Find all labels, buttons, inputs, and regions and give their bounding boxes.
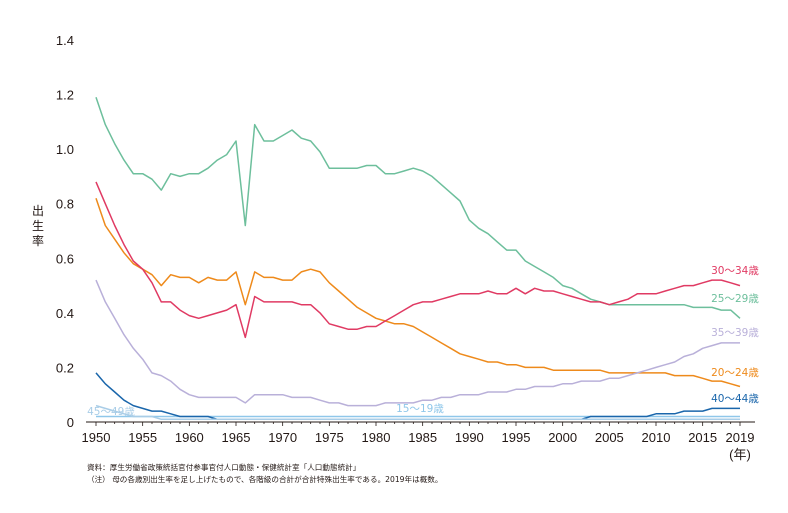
x-axis-unit: (年) bbox=[729, 447, 751, 462]
series-line bbox=[95, 279, 740, 407]
series-label: 20〜24歳 bbox=[711, 367, 759, 379]
y-tick-label: 1.4 bbox=[56, 33, 74, 48]
y-axis-label-char: 出 bbox=[32, 204, 44, 218]
footnote: （注） 母の各歳別出生率を足し上げたもので、各階級の合計が合計特殊出生率である。… bbox=[87, 475, 443, 484]
x-tick-label: 2015 bbox=[688, 430, 717, 445]
x-tick-label: 1985 bbox=[408, 430, 437, 445]
x-tick-label: 1995 bbox=[502, 430, 531, 445]
chart-notes: 資料：厚生労働省政策統括官付参事官付人口動態・保健統計室「人口動態統計」 （注）… bbox=[87, 462, 442, 486]
y-axis-label-char: 率 bbox=[32, 233, 44, 248]
y-tick-label: 0 bbox=[67, 415, 74, 430]
series-label: 15〜19歳 bbox=[396, 403, 444, 415]
axes: 1950 1955 1960 1965 1970 1975 1980 1985 1990 1995… bbox=[32, 33, 755, 462]
x-tick-label: 1965 bbox=[222, 430, 251, 445]
x-tick-label: 1975 bbox=[315, 430, 344, 445]
series-lines bbox=[95, 97, 741, 421]
series-line bbox=[95, 404, 740, 421]
source-note: 資料：厚生労働省政策統括官付参事官付人口動態・保健統計室「人口動態統計」 bbox=[87, 463, 361, 472]
x-tick-label: 2010 bbox=[642, 430, 671, 445]
y-tick-label: 1.2 bbox=[56, 88, 74, 103]
x-tick-label: 1990 bbox=[455, 430, 484, 445]
y-tick-label: 0.2 bbox=[56, 360, 74, 375]
x-tick-label: 2019 bbox=[726, 430, 755, 445]
series-line bbox=[95, 97, 741, 319]
y-tick-label: 0.6 bbox=[56, 251, 74, 266]
x-tick-label: 1970 bbox=[268, 430, 297, 445]
series-labels: 15〜19歳 20〜24歳 25〜29歳 30〜34歳 35〜39歳 40〜44歳 45〜4… bbox=[87, 265, 759, 418]
series-label: 45〜49歳 bbox=[87, 406, 135, 418]
x-tick-label: 1980 bbox=[362, 430, 391, 445]
y-tick-label: 0.4 bbox=[56, 306, 74, 321]
y-tick-label: 1.0 bbox=[56, 142, 74, 157]
series-label: 25〜29歳 bbox=[711, 293, 759, 305]
x-tick-label: 2005 bbox=[595, 430, 624, 445]
x-tick-label: 2000 bbox=[548, 430, 577, 445]
series-label: 35〜39歳 bbox=[711, 327, 759, 339]
x-tick-label: 1950 bbox=[82, 430, 111, 445]
series-line bbox=[95, 198, 741, 388]
y-tick-label: 0.8 bbox=[56, 197, 74, 212]
series-label: 30〜34歳 bbox=[711, 265, 759, 277]
x-tick-label: 1960 bbox=[175, 430, 204, 445]
x-tick-label: 1955 bbox=[128, 430, 157, 445]
series-line bbox=[95, 181, 741, 339]
series-label: 40〜44歳 bbox=[711, 393, 759, 405]
y-axis-label-char: 生 bbox=[32, 219, 44, 233]
